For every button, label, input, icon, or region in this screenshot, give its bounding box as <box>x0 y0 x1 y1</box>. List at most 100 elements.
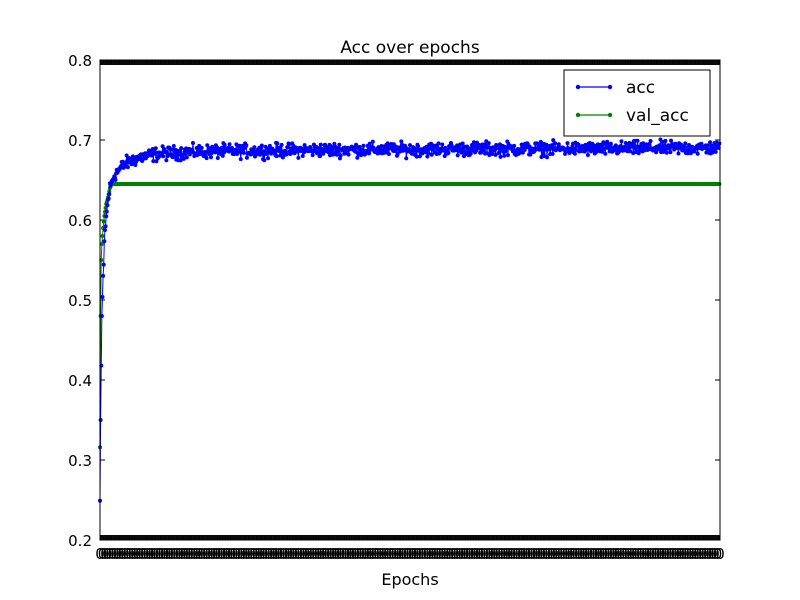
x-tick-label: 0 <box>291 545 301 563</box>
x-tick-label: 0 <box>247 545 257 563</box>
y-tick-label: 0.3 <box>68 452 92 470</box>
x-tick-label: 0 <box>552 545 562 563</box>
acc-point <box>585 153 590 158</box>
x-tick-label: 0 <box>115 545 125 563</box>
x-tick-label: 0 <box>113 545 123 563</box>
x-tick-label: 0 <box>261 545 271 563</box>
y-axis: 0.2 0.3 0.4 0.5 0.6 0.7 0.8 <box>68 52 720 550</box>
x-tick-label: 0 <box>705 545 715 563</box>
x-tick-label: 0 <box>189 545 199 563</box>
acc-point <box>647 141 652 146</box>
acc-point <box>603 151 608 156</box>
acc-point <box>600 149 605 154</box>
x-tick-label: 0 <box>708 545 718 563</box>
acc-point <box>279 142 284 147</box>
x-tick-label: 0 <box>460 545 470 563</box>
x-tick-label: 0 <box>395 545 405 563</box>
x-tick-label: 0 <box>182 545 192 563</box>
acc-point <box>662 147 667 152</box>
x-tick-label: 0 <box>462 545 472 563</box>
x-tick-label: 0 <box>571 545 581 563</box>
acc-point <box>101 262 106 267</box>
x-tick-label: 0 <box>502 545 512 563</box>
acc-point <box>399 139 404 144</box>
acc-point <box>104 209 109 214</box>
x-tick-label: 0 <box>202 545 212 563</box>
x-tick-label: 0 <box>549 545 559 563</box>
x-tick-label: 0 <box>239 545 249 563</box>
x-tick-label: 0 <box>574 545 584 563</box>
x-tick-label: 0 <box>710 545 720 563</box>
x-tick-label: 0 <box>269 545 279 563</box>
acc-point <box>129 162 134 167</box>
x-tick-label: 0 <box>492 545 502 563</box>
x-tick-label: 0 <box>666 545 676 563</box>
acc-point <box>274 154 279 159</box>
acc-point <box>505 153 510 158</box>
acc-point <box>460 141 465 146</box>
x-tick-label: 0 <box>641 545 651 563</box>
x-tick-label: 0 <box>591 545 601 563</box>
acc-point <box>699 141 704 146</box>
x-tick-label: 0 <box>614 545 624 563</box>
acc-point <box>107 192 112 197</box>
y-tick-label: 0.2 <box>68 532 92 550</box>
x-tick-label: 0 <box>162 545 172 563</box>
x-tick-label: 0 <box>242 545 252 563</box>
legend-label-acc: acc <box>626 78 655 98</box>
x-tick-label: 0 <box>363 545 373 563</box>
acc-point <box>425 154 430 159</box>
x-tick-label: 0 <box>296 545 306 563</box>
acc-point <box>292 151 297 156</box>
x-tick-label: 0 <box>658 545 668 563</box>
acc-point <box>553 141 558 146</box>
val-acc-point <box>100 234 105 238</box>
acc-point <box>153 146 158 151</box>
acc-point <box>267 143 272 148</box>
acc-point <box>550 151 555 156</box>
x-tick-label: 0 <box>142 545 152 563</box>
x-tick-label: 0 <box>609 545 619 563</box>
acc-point <box>668 150 673 155</box>
x-tick-label: 0 <box>688 545 698 563</box>
x-tick-label: 0 <box>470 545 480 563</box>
x-tick-label: 0 <box>368 545 378 563</box>
acc-point <box>468 151 473 156</box>
x-tick-label: 0 <box>333 545 343 563</box>
x-tick-label: 0 <box>140 545 150 563</box>
x-tick-label: 0 <box>341 545 351 563</box>
acc-point <box>681 144 686 149</box>
acc-point <box>631 151 636 156</box>
acc-point <box>602 146 607 151</box>
x-tick-label: 0 <box>428 545 438 563</box>
x-tick-label: 0 <box>519 545 529 563</box>
acc-point <box>178 158 183 163</box>
x-tick-label: 0 <box>311 545 321 563</box>
acc-point <box>528 152 533 157</box>
x-tick-label: 0 <box>224 545 234 563</box>
x-tick-label: 0 <box>472 545 482 563</box>
acc-point <box>708 140 713 145</box>
x-tick-label: 0 <box>249 545 259 563</box>
x-tick-label: 0 <box>604 545 614 563</box>
x-tick-label: 0 <box>594 545 604 563</box>
acc-point <box>487 152 492 157</box>
acc-point <box>220 145 225 150</box>
x-tick-label: 0 <box>390 545 400 563</box>
x-tick-label: 0 <box>663 545 673 563</box>
x-tick-label: 0 <box>576 545 586 563</box>
x-tick-label: 0 <box>127 545 137 563</box>
acc-point <box>502 153 507 158</box>
x-tick-label: 0 <box>170 545 180 563</box>
acc-point <box>538 139 543 144</box>
x-tick-label: 0 <box>415 545 425 563</box>
x-tick-label: 0 <box>266 545 276 563</box>
x-tick-label: 0 <box>284 545 294 563</box>
acc-point <box>125 165 130 170</box>
x-tick-label: 0 <box>495 545 505 563</box>
x-tick-label: 0 <box>566 545 576 563</box>
x-tick-label: 0 <box>304 545 314 563</box>
acc-point <box>171 143 176 148</box>
acc-point <box>220 153 225 158</box>
x-tick-label: 0 <box>638 545 648 563</box>
